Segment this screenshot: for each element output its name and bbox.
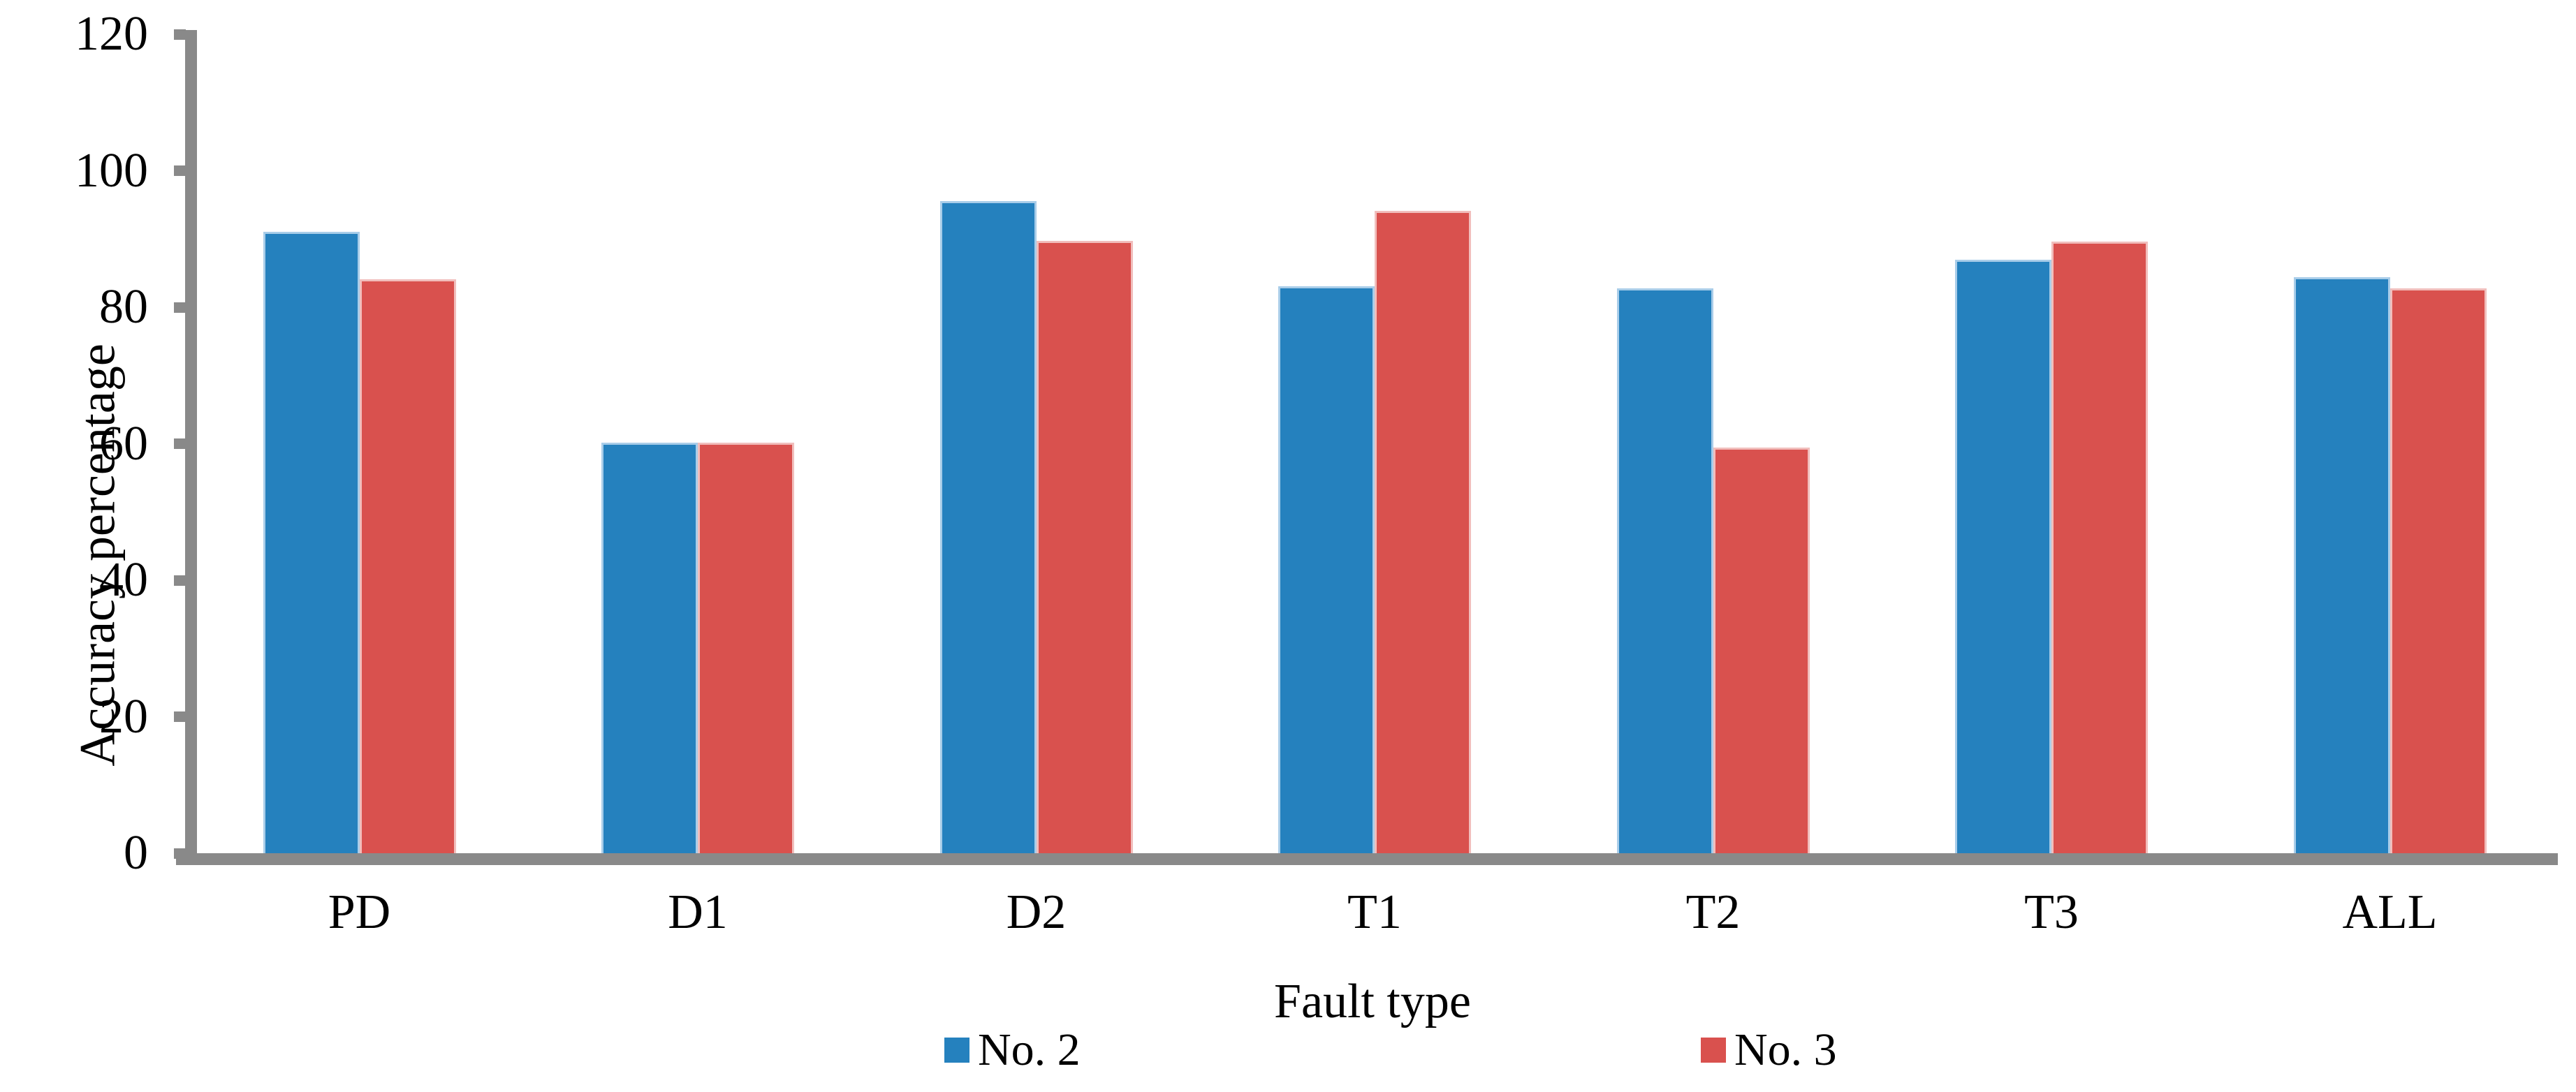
y-axis-line: [185, 30, 197, 865]
y-axis-tick-label: 80: [99, 280, 148, 334]
bar-no-2-t2: [1616, 288, 1713, 853]
bar-no-3-d1: [698, 442, 794, 853]
bar-no-2-d2: [939, 201, 1037, 853]
y-axis-tick-label: 60: [99, 416, 148, 471]
legend-label-no-3: No. 3: [1734, 1024, 1837, 1075]
bar-no-2-pd: [263, 232, 360, 853]
category-label-t1: T1: [1347, 885, 1402, 939]
legend-label-no-2: No. 2: [978, 1024, 1081, 1075]
y-axis-tick-label: 0: [124, 826, 148, 880]
category-label-d1: D1: [668, 885, 728, 939]
bar-no-3-pd: [359, 279, 456, 853]
y-axis-tick: [174, 29, 186, 40]
category-label-d2: D2: [1006, 885, 1067, 939]
bar-no-2-t1: [1278, 286, 1375, 853]
y-axis-tick-label: 120: [75, 7, 148, 61]
bar-no-3-t2: [1713, 448, 1810, 853]
legend-item-no-2: No. 2: [944, 1026, 1081, 1075]
category-label-all: ALL: [2342, 885, 2438, 939]
y-axis-tick: [174, 575, 186, 586]
category-label-t3: T3: [2024, 885, 2079, 939]
bar-no-3-t1: [1375, 211, 1471, 853]
category-label-pd: PD: [328, 885, 391, 939]
bar-no-2-all: [2293, 276, 2390, 853]
y-axis-tick-label: 100: [75, 143, 148, 198]
y-axis-tick: [174, 848, 186, 859]
category-label-t2: T2: [1685, 885, 1741, 939]
y-axis-tick: [174, 165, 186, 176]
bar-no-3-t3: [2051, 242, 2148, 853]
y-axis-tick: [174, 302, 186, 313]
bar-no-3-all: [2390, 288, 2487, 853]
bar-no-3-d2: [1036, 241, 1133, 853]
y-axis-tick: [174, 711, 186, 722]
legend-swatch-no-3-icon: [1701, 1038, 1726, 1063]
bar-no-2-d1: [601, 442, 698, 853]
y-axis-tick-label: 40: [99, 553, 148, 607]
legend-item-no-3: No. 3: [1701, 1026, 1837, 1075]
x-axis-line: [176, 853, 2558, 865]
x-axis-title: Fault type: [1274, 975, 1471, 1028]
y-axis-tick-label: 20: [99, 689, 148, 744]
bar-no-2-t3: [1955, 259, 2051, 853]
y-axis-tick: [174, 438, 186, 449]
legend-swatch-no-2-icon: [944, 1038, 969, 1063]
